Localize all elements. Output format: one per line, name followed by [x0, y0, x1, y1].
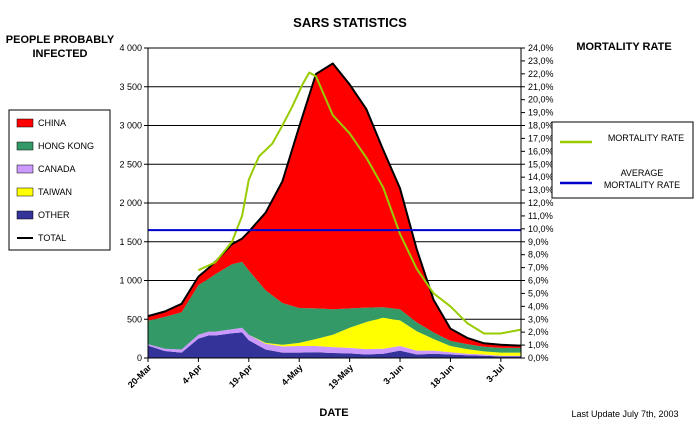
left-tick-label: 3 000 — [119, 121, 142, 131]
right-tick-label: 4,0% — [528, 301, 549, 311]
right-tick-label: 2,0% — [528, 327, 549, 337]
x-tick-label: 19-May — [326, 362, 355, 391]
right-tick-label: 15,0% — [528, 159, 554, 169]
left-tick-label: 4 000 — [119, 43, 142, 53]
right-tick-label: 7,0% — [528, 263, 549, 273]
left-tick-label: 2 500 — [119, 159, 142, 169]
last-update-note: Last Update July 7th, 2003 — [571, 409, 678, 419]
right-tick-label: 6,0% — [528, 276, 549, 286]
right-tick-label: 10,0% — [528, 224, 554, 234]
right-tick-label: 9,0% — [528, 237, 549, 247]
x-tick-label: 4-Apr — [180, 362, 204, 386]
x-tick-label: 3-Jul — [484, 362, 506, 384]
right-axis-title: MORTALITY RATE — [576, 41, 671, 53]
left-tick-label: 0 — [137, 353, 142, 363]
right-tick-label: 12,0% — [528, 198, 554, 208]
legend-swatch-china — [16, 118, 34, 128]
area-china — [148, 63, 521, 348]
left-tick-label: 1 500 — [119, 237, 142, 247]
chart-title: SARS STATISTICS — [293, 15, 407, 30]
line-total — [147, 62, 522, 347]
left-axis-title-line1: PEOPLE PROBABLY — [6, 34, 115, 46]
left-axis-title-line2: INFECTED — [33, 48, 88, 60]
legend-label-average-line1: AVERAGE — [621, 168, 664, 178]
left-tick-label: 1 000 — [119, 276, 142, 286]
right-tick-label: 13,0% — [528, 185, 554, 195]
area-taiwan — [148, 317, 521, 356]
axes — [144, 47, 525, 362]
right-tick-label: 22,0% — [528, 69, 554, 79]
left-tick-label: 2 000 — [119, 198, 142, 208]
legend-label-total: TOTAL — [38, 233, 66, 243]
right-tick-label: 23,0% — [528, 56, 554, 66]
right-tick-label: 20,0% — [528, 95, 554, 105]
legend-swatch-taiwan — [16, 187, 34, 197]
x-tick-label: 19-Apr — [227, 362, 255, 390]
legend-label-canada: CANADA — [38, 164, 76, 174]
right-tick-label: 11,0% — [528, 211, 553, 221]
right-tick-label: 1,0% — [528, 340, 549, 350]
legend-right-frame — [551, 121, 694, 199]
legend-label-china: CHINA — [38, 118, 66, 128]
legend-left: CHINA HONG KONG CANADA TAIWAN OTHER TOTAL — [8, 109, 111, 251]
x-tick-label: 4-May — [280, 362, 305, 387]
right-tick-label: 21,0% — [528, 82, 554, 92]
legend-swatch-other — [16, 210, 34, 220]
area-canada — [148, 327, 521, 357]
legend-label-average-line2: MORTALITY RATE — [604, 180, 680, 190]
line-mortality-rate — [197, 71, 522, 335]
area-hong-kong — [148, 261, 521, 353]
right-tick-label: 17,0% — [528, 133, 554, 143]
right-tick-label: 16,0% — [528, 146, 554, 156]
right-tick-label: 14,0% — [528, 172, 554, 182]
right-tick-label: 19,0% — [528, 108, 554, 118]
left-tick-label: 3 500 — [119, 82, 142, 92]
right-tick-label: 18,0% — [528, 121, 554, 131]
legend-swatch-canada — [16, 164, 34, 174]
chart-lines — [147, 62, 522, 347]
legend-label-hong-kong: HONG KONG — [38, 141, 94, 151]
x-axis-title: DATE — [319, 407, 348, 419]
stacked-areas — [148, 63, 521, 358]
x-tick-label: 20-Mar — [126, 362, 154, 390]
right-tick-label: 8,0% — [528, 250, 549, 260]
area-other — [148, 332, 521, 358]
right-tick-label: 3,0% — [528, 314, 549, 324]
x-tick-label: 18-Jun — [428, 362, 456, 390]
legend-label-taiwan: TAIWAN — [38, 187, 72, 197]
legend-right: MORTALITY RATE AVERAGE MORTALITY RATE — [551, 121, 694, 199]
legend-left-frame — [8, 109, 111, 251]
right-tick-label: 5,0% — [528, 288, 549, 298]
right-tick-label: 0,0% — [528, 353, 549, 363]
left-tick-label: 500 — [127, 314, 142, 324]
right-tick-label: 24,0% — [528, 43, 554, 53]
legend-label-mortality-rate: MORTALITY RATE — [608, 133, 684, 143]
legend-label-other: OTHER — [38, 210, 70, 220]
legend-swatch-hong-kong — [16, 141, 34, 151]
x-tick-label: 3-Jun — [381, 362, 405, 386]
